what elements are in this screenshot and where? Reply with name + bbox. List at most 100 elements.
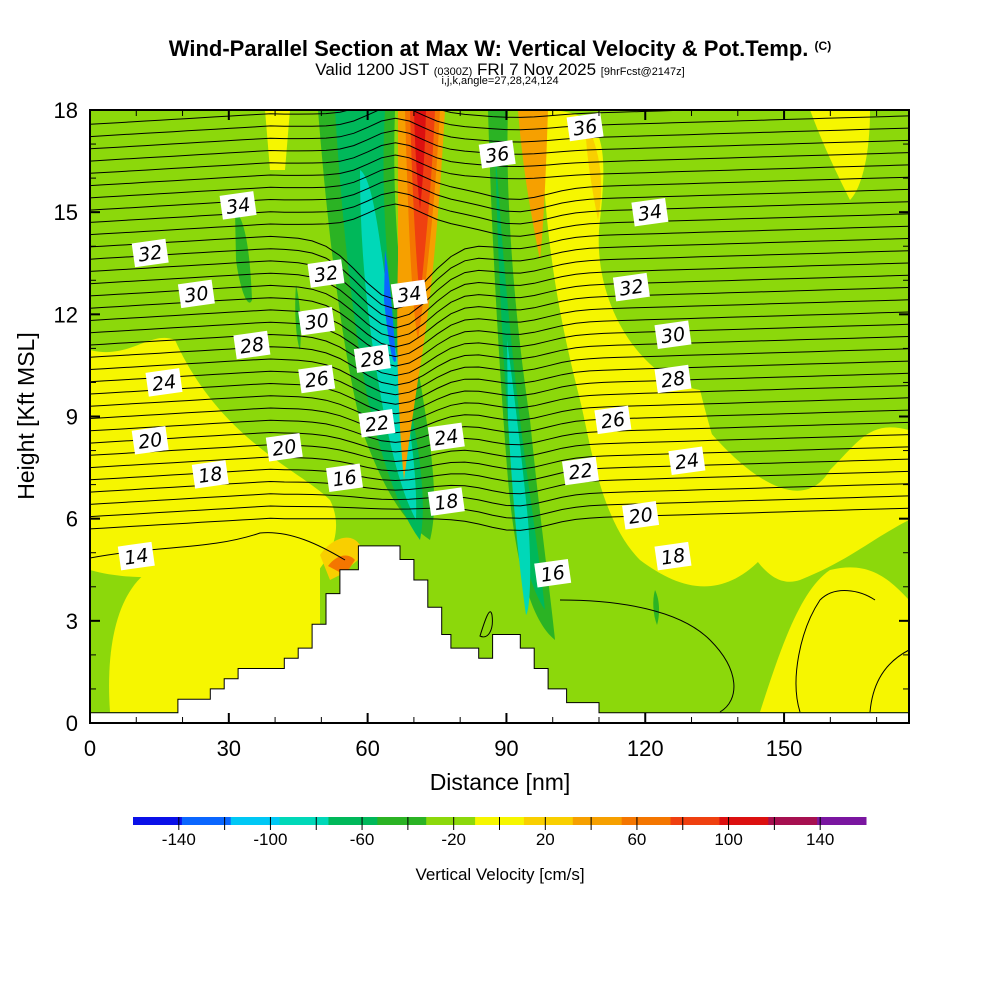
isentrope — [90, 110, 708, 125]
terrain-mask — [90, 545, 909, 723]
contour-label-box — [117, 541, 155, 571]
contour-label: 30 — [298, 306, 336, 336]
contour-label: 22 — [358, 409, 396, 438]
isentrope — [90, 262, 909, 329]
contour-label-box — [233, 330, 271, 360]
contour-label-box — [566, 112, 604, 142]
contour-label-text: 20 — [627, 504, 654, 529]
shading-downdraft-second-strong — [507, 340, 531, 615]
isentrope — [90, 203, 909, 237]
contour-label-box — [353, 344, 391, 373]
contour-label-box — [145, 368, 183, 397]
contour-label: 28 — [233, 330, 271, 360]
contour-label-box — [265, 432, 303, 462]
contour-label: 36 — [566, 112, 604, 142]
isentrope — [90, 274, 909, 339]
colorbar-swatch — [377, 817, 427, 825]
contour-label: 24 — [427, 422, 465, 452]
contour-label: 30 — [177, 279, 215, 309]
forecast-tag: [9hrFcst@2147z] — [600, 66, 685, 78]
contour-label-box — [358, 409, 396, 438]
isentrope-small-loop — [479, 611, 493, 638]
contour-label-box — [654, 320, 692, 350]
y-tick-label: 15 — [54, 200, 78, 225]
contour-label-text: 30 — [660, 323, 687, 348]
contour-label: 20 — [265, 432, 303, 462]
contour-label-text: 18 — [660, 545, 687, 570]
y-tick-label: 3 — [66, 609, 78, 634]
colorbar-label: Vertical Velocity [cm/s] — [415, 865, 584, 884]
chart-title: Wind-Parallel Section at Max W: Vertical… — [0, 36, 1000, 62]
x-tick-label: 120 — [627, 736, 664, 761]
contour-label-box — [427, 422, 465, 452]
contour-label-box — [390, 279, 428, 309]
colorbar-swatch — [523, 817, 574, 825]
contour-label-box — [427, 487, 465, 516]
contour-label-box — [177, 279, 215, 309]
shading-updraft-third — [585, 120, 602, 220]
colorbar: -140 -100 -60 -20 20 60 100 140 — [133, 817, 867, 849]
title-tag: (C) — [814, 39, 832, 53]
contour-label-text: 24 — [674, 449, 701, 474]
y-axis-label: Height [Kft MSL] — [13, 332, 39, 499]
x-tick-label: 60 — [355, 736, 379, 761]
contour-label-box — [298, 364, 336, 394]
isentrope-low-edge — [869, 649, 909, 713]
contour-label: 16 — [534, 558, 572, 588]
isentrope-low-farright — [795, 590, 876, 713]
contour-label-text: 16 — [331, 466, 358, 491]
colorbar-tick-label: 20 — [536, 830, 555, 849]
contour-label: 30 — [654, 320, 692, 350]
isentrope — [90, 287, 909, 348]
x-tick-label: 90 — [494, 736, 518, 761]
contour-label-text: 20 — [271, 436, 298, 461]
shading-downdraft-core — [384, 250, 396, 362]
colorbar-swatch — [230, 817, 281, 825]
isentrope — [90, 110, 909, 138]
x-tick-label: 30 — [217, 736, 241, 761]
contour-label-text: 26 — [303, 367, 330, 392]
contour-label-text: 36 — [484, 143, 511, 168]
contour-label-box — [478, 140, 516, 169]
valid-time-line: Valid 1200 JST (0300Z) FRI 7 Nov 2025 [9… — [0, 60, 1000, 80]
contour-label-text: 16 — [539, 562, 566, 587]
isentrope — [90, 360, 909, 405]
contour-label: 18 — [191, 460, 229, 489]
contour-label-text: 22 — [567, 459, 594, 484]
isentrope — [90, 323, 909, 377]
isentrope-low-right — [559, 599, 735, 713]
contour-label: 32 — [307, 259, 345, 288]
contour-label: 18 — [654, 541, 692, 571]
contour-label-box — [298, 306, 336, 336]
contour-label-text: 30 — [303, 310, 330, 335]
grid-indices-line: i,j,k,angle=27,28,24,124 — [441, 75, 559, 87]
valid-utc: (0300Z) — [433, 66, 473, 78]
x-tick-label: 150 — [766, 736, 803, 761]
contour-label: 28 — [654, 364, 692, 394]
shading-downdraft-second-outer — [488, 110, 555, 640]
isentrope — [90, 250, 909, 319]
contour-label-box — [191, 460, 229, 489]
contour-label-text: 24 — [433, 425, 460, 450]
isentrope — [90, 348, 909, 396]
contour-label-box — [534, 558, 572, 588]
contour-label: 36 — [478, 140, 516, 169]
isentrope — [90, 495, 909, 519]
contour-label: 26 — [298, 364, 336, 394]
contour-label-text: 32 — [137, 241, 164, 266]
shading-downdraft-weak-a — [235, 210, 252, 303]
colorbar-swatch — [279, 817, 329, 825]
contour-label-box — [307, 259, 345, 288]
contour-label-text: 28 — [239, 333, 266, 358]
colorbar-swatch — [328, 817, 378, 825]
contour-label: 14 — [117, 541, 155, 571]
isentrope — [90, 483, 909, 507]
contour-label-text: 28 — [660, 367, 687, 392]
contour-label-text: 32 — [313, 262, 340, 287]
x-tick-label: 0 — [84, 736, 96, 761]
colorbar-swatch — [621, 817, 672, 825]
contour-label: 32 — [131, 238, 169, 268]
isentrope — [90, 446, 909, 472]
